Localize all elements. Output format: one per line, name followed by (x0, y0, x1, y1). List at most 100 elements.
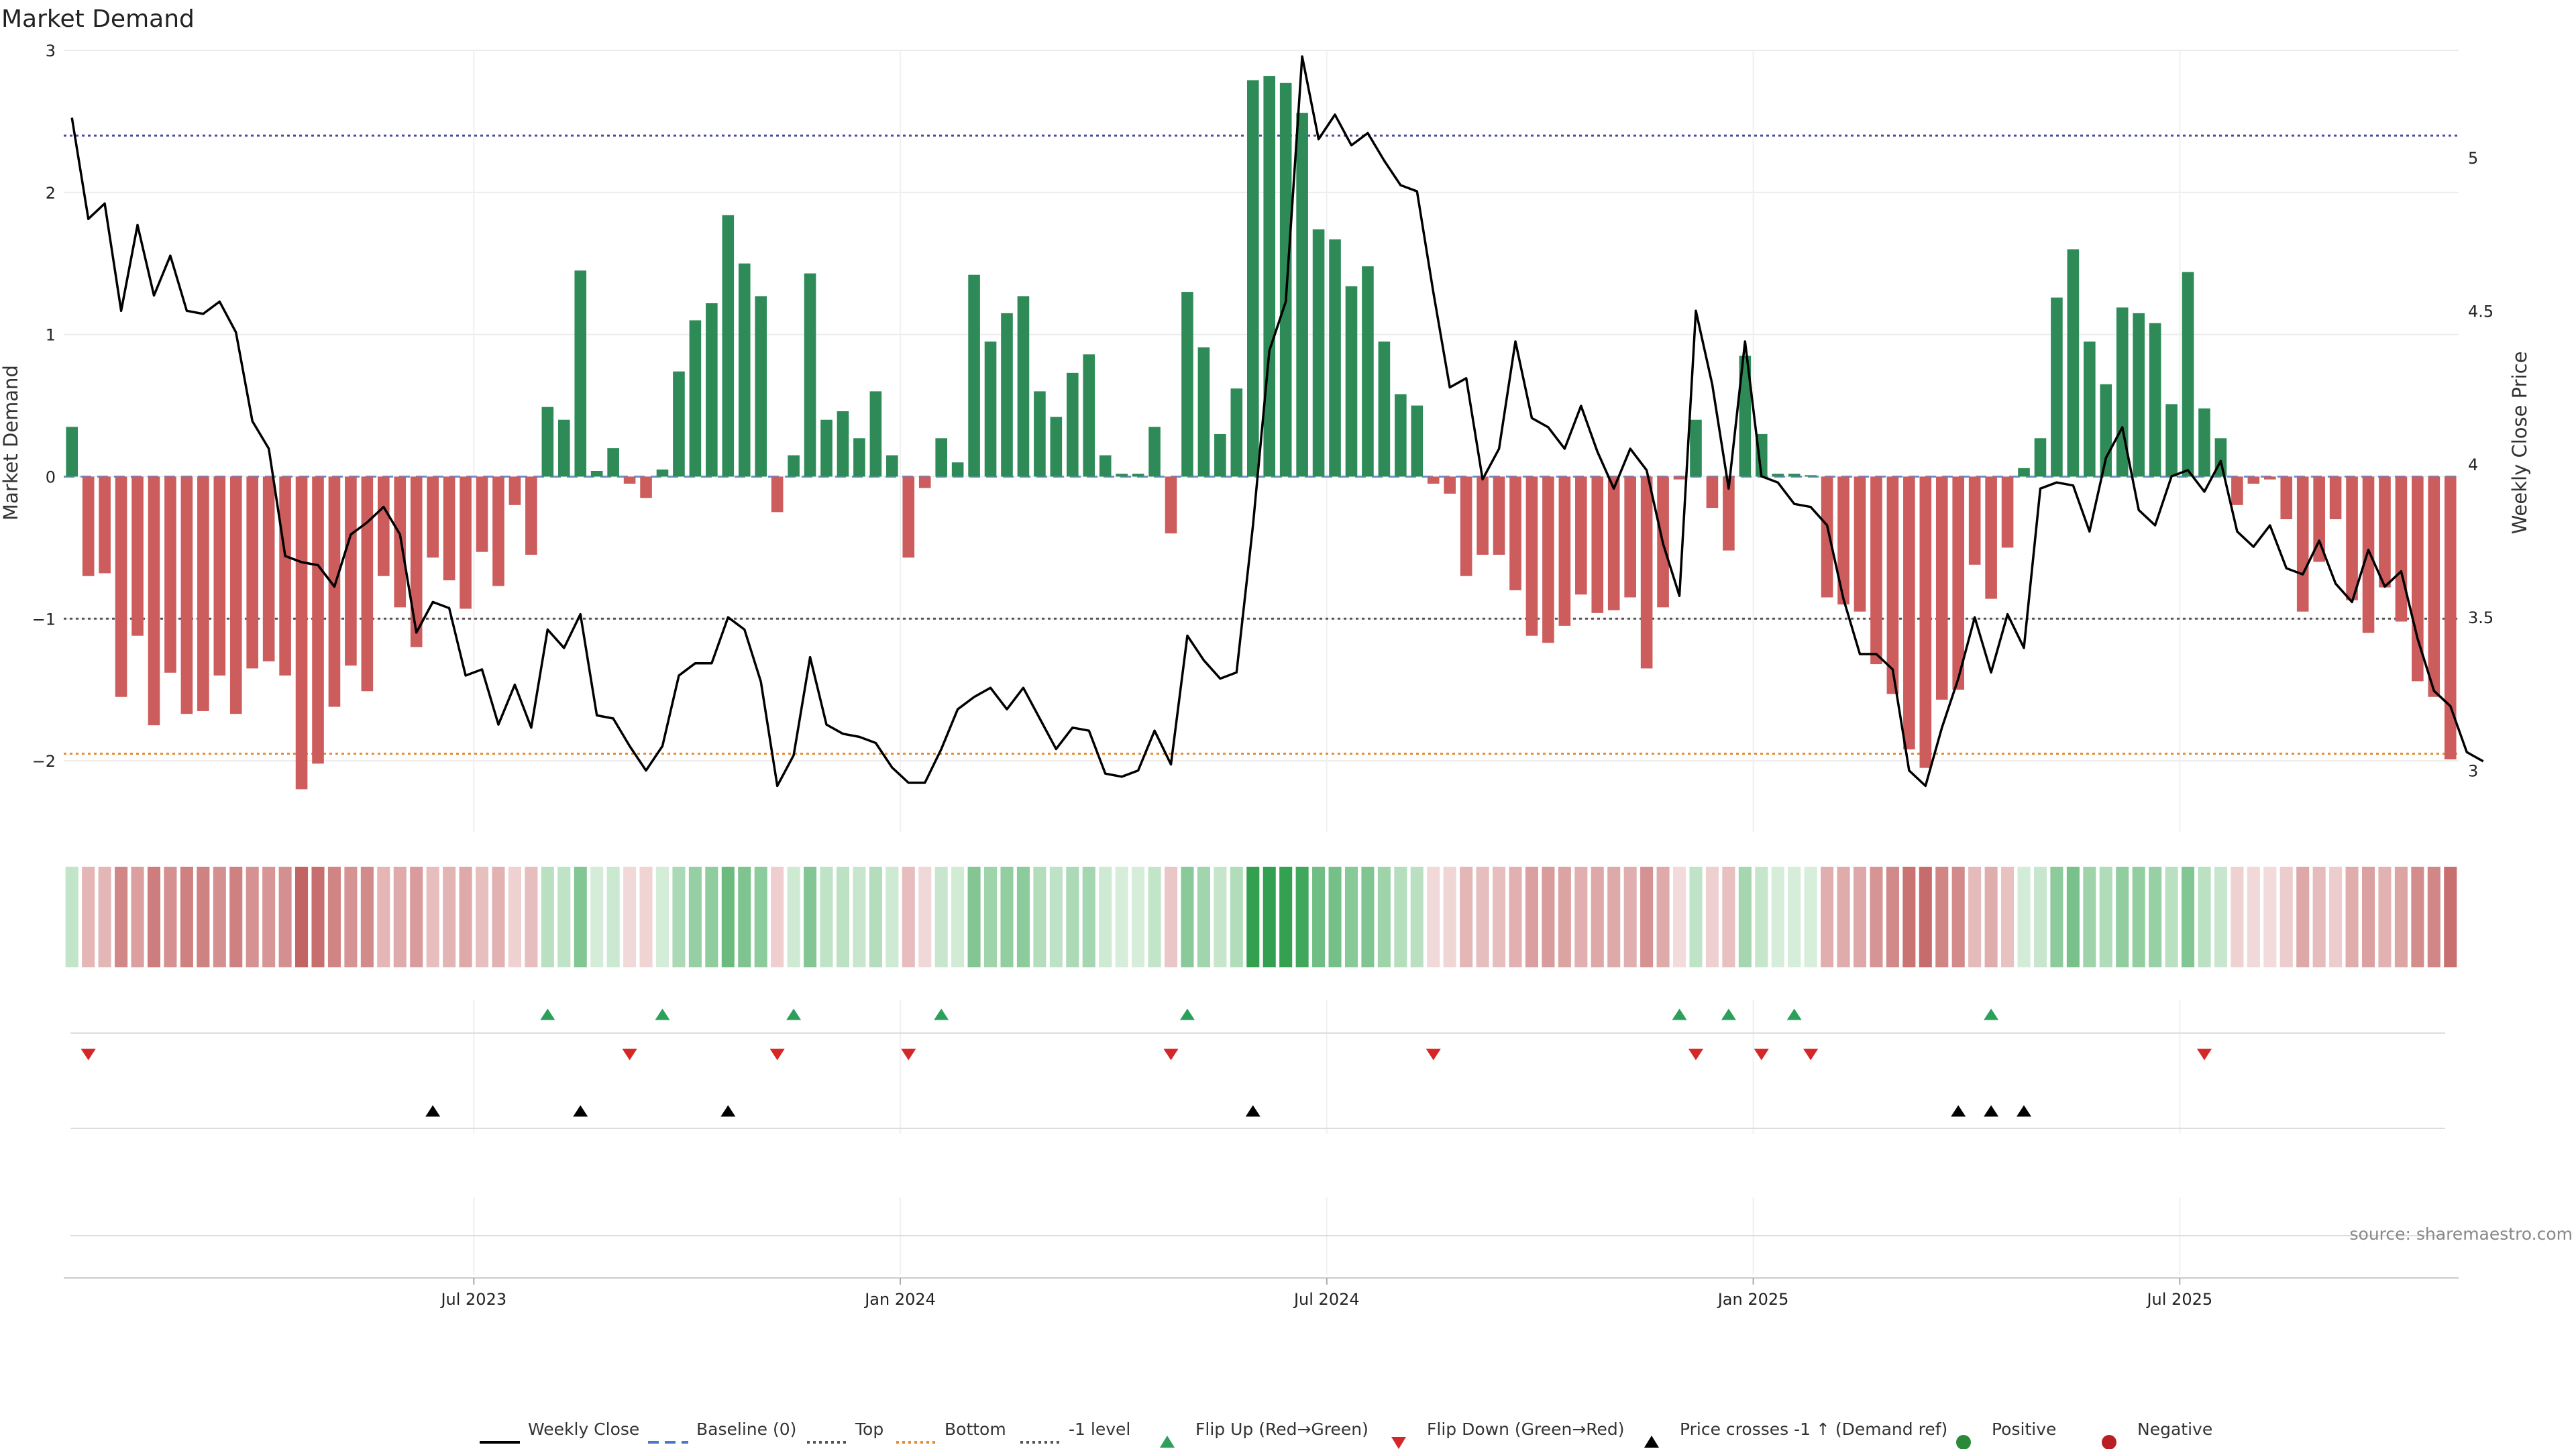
heat-strip-cell (1623, 867, 1637, 967)
negative-demand-bar (394, 476, 407, 608)
positive-demand-bar (869, 391, 882, 477)
heat-strip-cell (2132, 867, 2145, 967)
positive-demand-bar (1181, 292, 1193, 477)
heat-strip-cell (1328, 867, 1342, 967)
negative-demand-bar (99, 476, 111, 574)
negative-demand-bar (1903, 476, 1915, 750)
heat-strip-cell (1607, 867, 1621, 967)
positive-demand-bar (66, 427, 78, 477)
x-tick-label: Jul 2023 (439, 1290, 506, 1309)
heat-strip-cell (2378, 867, 2392, 967)
positive-demand-bar (1395, 394, 1407, 477)
flip-up-marker (934, 1008, 949, 1020)
heat-strip-cell (1181, 867, 1194, 967)
heat-strip-cell (688, 867, 702, 967)
legend-label: Positive (1992, 1419, 2056, 1439)
heat-strip-cell (82, 867, 95, 967)
positive-demand-bar (574, 270, 587, 477)
negative-demand-bar (1509, 476, 1521, 590)
negative-demand-bar (1624, 476, 1636, 598)
positive-demand-bar (2133, 313, 2145, 477)
negative-demand-bar (2001, 476, 2014, 548)
heat-strip-cell (1821, 867, 1834, 967)
demand-heat-strip (65, 867, 2457, 967)
heat-strip-cell (164, 867, 177, 967)
heat-strip-cell (475, 867, 489, 967)
positive-demand-bar (2149, 323, 2161, 477)
positive-demand-bar (788, 455, 800, 477)
positive-demand-bar (853, 438, 865, 477)
heat-strip-cell (1049, 867, 1063, 967)
positive-demand-bar (1197, 347, 1210, 477)
price-cross-marker (1951, 1105, 1966, 1117)
negative-demand-bar (623, 476, 636, 484)
heat-strip-cell (951, 867, 965, 967)
heat-strip-cell (410, 867, 423, 967)
heat-strip-cell (2099, 867, 2112, 967)
heat-strip-cell (639, 867, 653, 967)
legend-swatch (1956, 1435, 1971, 1449)
legend-label: -1 level (1069, 1419, 1130, 1439)
heat-strip-cell (1853, 867, 1867, 967)
positive-demand-bar (706, 303, 718, 477)
heat-strip-cell (508, 867, 521, 967)
heat-strip-cell (1016, 867, 1030, 967)
price-cross-marker (1984, 1105, 1999, 1117)
heat-strip-cell (525, 867, 538, 967)
heat-strip-cell (147, 867, 161, 967)
heat-strip-cell (820, 867, 833, 967)
negative-demand-bar (2329, 476, 2342, 519)
heat-strip-cell (2444, 867, 2457, 967)
heat-strip-cell (327, 867, 341, 967)
positive-demand-bar (1034, 391, 1046, 477)
heat-strip-cell (2116, 867, 2129, 967)
heat-strip-cell (311, 867, 325, 967)
heat-strip-cell (2083, 867, 2096, 967)
negative-demand-bar (2231, 476, 2243, 505)
positive-demand-bar (1263, 76, 1276, 477)
heat-strip-cell (934, 867, 948, 967)
heat-strip-cell (443, 867, 456, 967)
negative-demand-bar (508, 476, 521, 505)
legend-swatch (1391, 1437, 1406, 1449)
heat-strip-cell (459, 867, 472, 967)
heat-strip-cell (229, 867, 243, 967)
heat-strip-cell (721, 867, 735, 967)
flip-down-marker (1754, 1049, 1769, 1061)
heat-strip-cell (1656, 867, 1670, 967)
positive-demand-bar (1246, 80, 1259, 477)
negative-demand-bar (2313, 476, 2325, 562)
heat-strip-cell (1640, 867, 1654, 967)
flip-down-marker (901, 1049, 916, 1061)
heat-strip-cell (1082, 867, 1095, 967)
y2-axis-label: Weekly Close Price (2508, 352, 2531, 535)
positive-demand-bar (2084, 341, 2096, 477)
positive-demand-bar (1739, 356, 1752, 477)
heat-strip-cell (902, 867, 915, 967)
positive-demand-bar (1788, 474, 1801, 477)
negative-demand-bar (262, 476, 275, 661)
y-axis-label: Market Demand (0, 365, 22, 521)
negative-demand-bar (279, 476, 291, 676)
heat-strip-cell (1722, 867, 1735, 967)
positive-demand-bar (1230, 388, 1243, 477)
y-tick-label: 1 (46, 326, 56, 345)
heat-strip-cell (967, 867, 981, 967)
negative-demand-bar (1542, 476, 1554, 643)
heat-strip-cell (2149, 867, 2162, 967)
negative-demand-bar (1723, 476, 1735, 551)
heat-strip-cell (1164, 867, 1178, 967)
positive-demand-bar (2067, 249, 2080, 477)
negative-demand-bar (902, 476, 915, 558)
negative-demand-bar (2263, 476, 2276, 480)
heat-strip-cell (2361, 867, 2375, 967)
negative-demand-bar (213, 476, 226, 676)
negative-demand-bar (2379, 476, 2391, 588)
heat-strip-cell (1148, 867, 1161, 967)
negative-demand-bar (361, 476, 374, 692)
signal-markers (70, 1008, 2445, 1236)
negative-demand-bar (1607, 476, 1620, 610)
positive-demand-bar (1772, 474, 1784, 477)
flip-up-marker (1179, 1008, 1195, 1020)
negative-demand-bar (460, 476, 472, 609)
